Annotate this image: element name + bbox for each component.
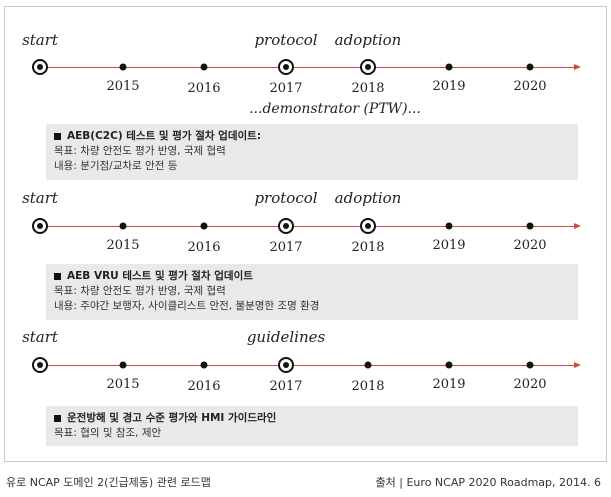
start-label: start (22, 31, 58, 49)
year-label-2019: 2019 (432, 377, 466, 392)
start-label: start (22, 328, 58, 346)
figure-caption: 유로 NCAP 도메인 2(긴급제동) 관련 로드맵 (6, 476, 211, 489)
box-line: 목표: 협의 및 참조, 제안 (54, 427, 162, 439)
protocol-label: protocol (254, 189, 318, 207)
guidelines-label: guidelines (246, 328, 326, 346)
year-label-2015: 2015 (106, 377, 140, 392)
year-label-2016: 2016 (187, 81, 221, 96)
box-title: AEB VRU 테스트 및 평가 절차 업데이트 (54, 269, 570, 284)
year-label-2017: 2017 (269, 240, 303, 255)
year-label-2019: 2019 (432, 238, 466, 253)
start-marker (32, 218, 48, 234)
year-label-2020: 2020 (513, 238, 547, 253)
year-label-2018: 2018 (351, 379, 385, 394)
bullet-icon (54, 273, 61, 280)
year-label-2018: 2018 (351, 240, 385, 255)
description-box: AEB VRU 테스트 및 평가 절차 업데이트 목표: 차량 안전도 평가 반… (46, 264, 578, 320)
year-marker-2020 (526, 222, 534, 230)
adoption-label: adoption (334, 189, 402, 207)
box-line: 내용: 주야간 보행자, 사이클리스트 안전, 불분명한 조명 환경 (54, 300, 320, 312)
box-title: 운전방해 및 경고 수준 평가와 HMI 가이드라인 (54, 411, 570, 426)
box-title: AEB(C2C) 테스트 및 평가 절차 업데이트: (54, 129, 570, 144)
year-marker-2020 (526, 63, 534, 71)
arrow-head (574, 223, 581, 229)
year-marker-2018 (360, 218, 376, 234)
protocol-label: protocol (254, 31, 318, 49)
description-box: 운전방해 및 경고 수준 평가와 HMI 가이드라인 목표: 협의 및 참조, … (46, 406, 578, 446)
start-marker (32, 59, 48, 75)
year-marker-2015 (119, 222, 127, 230)
box-line: 내용: 분기점/교차로 안전 등 (54, 160, 178, 172)
year-marker-2019 (445, 222, 453, 230)
year-marker-2019 (445, 63, 453, 71)
description-box: AEB(C2C) 테스트 및 평가 절차 업데이트: 목표: 차량 안전도 평가… (46, 124, 578, 180)
year-marker-2015 (119, 361, 127, 369)
bullet-icon (54, 133, 61, 140)
timeline-axis (40, 67, 574, 68)
year-label-2020: 2020 (513, 377, 547, 392)
year-marker-2015 (119, 63, 127, 71)
year-marker-2017 (278, 59, 294, 75)
bullet-icon (54, 415, 61, 422)
year-marker-2017 (278, 357, 294, 373)
timeline-axis (40, 365, 574, 366)
year-label-2016: 2016 (187, 240, 221, 255)
source-caption: 출처 | Euro NCAP 2020 Roadmap, 2014. 6 (375, 476, 601, 489)
timeline-axis (40, 226, 574, 227)
year-marker-2016 (200, 63, 208, 71)
year-label-2017: 2017 (269, 81, 303, 96)
year-marker-2020 (526, 361, 534, 369)
box-line: 목표: 차량 안전도 평가 반영, 국제 협력 (54, 145, 226, 157)
year-label-2019: 2019 (432, 79, 466, 94)
year-label-2015: 2015 (106, 79, 140, 94)
year-marker-2016 (200, 222, 208, 230)
year-label-2017: 2017 (269, 379, 303, 394)
year-marker-2018 (364, 361, 372, 369)
year-marker-2018 (360, 59, 376, 75)
year-marker-2017 (278, 218, 294, 234)
figure-frame (4, 6, 607, 462)
year-marker-2019 (445, 361, 453, 369)
adoption-label: adoption (334, 31, 402, 49)
arrow-head (574, 64, 581, 70)
demonstrator-label: ...demonstrator (PTW)... (249, 101, 421, 117)
year-label-2016: 2016 (187, 379, 221, 394)
arrow-head (574, 362, 581, 368)
start-marker (32, 357, 48, 373)
year-label-2020: 2020 (513, 79, 547, 94)
year-marker-2016 (200, 361, 208, 369)
year-label-2015: 2015 (106, 238, 140, 253)
year-label-2018: 2018 (351, 81, 385, 96)
start-label: start (22, 189, 58, 207)
box-line: 목표: 차량 안전도 평가 반영, 국제 협력 (54, 285, 226, 297)
